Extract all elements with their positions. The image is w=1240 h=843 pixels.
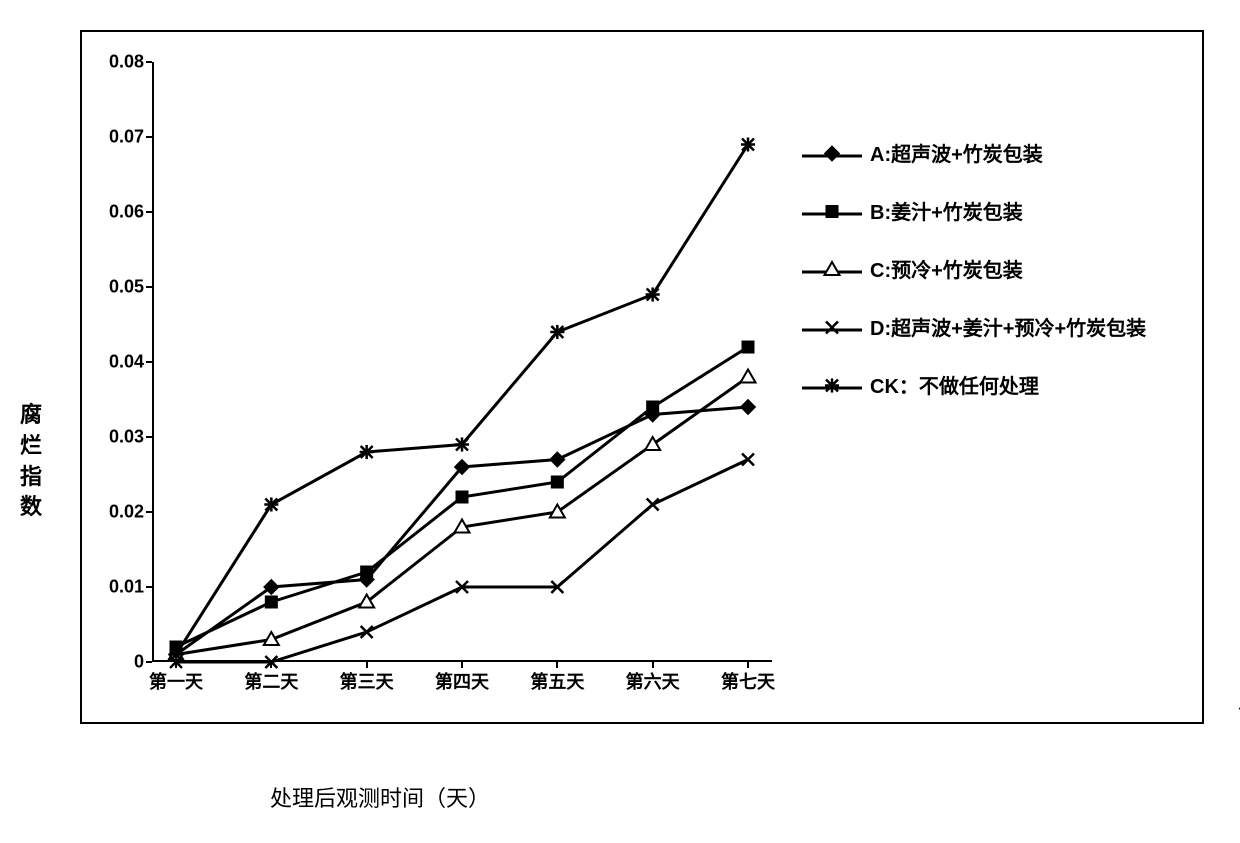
legend-label: C:预冷+竹炭包装 (870, 258, 1023, 284)
y-tick-label: 0.05 (109, 277, 144, 298)
y-tick-mark (146, 436, 152, 438)
y-tick-mark (146, 661, 152, 663)
x-tick-mark (652, 662, 654, 668)
y-tick-mark (146, 361, 152, 363)
x-tick-label: 第七天 (721, 668, 775, 694)
legend-swatch (802, 146, 862, 166)
x-tick-label: 第四天 (435, 668, 489, 694)
x-tick-mark (461, 662, 463, 668)
plot-area: 00.010.020.030.040.050.060.070.08第一天第二天第… (152, 62, 772, 662)
legend-label: D:超声波+姜汁+预冷+竹炭包装 (870, 316, 1146, 342)
y-axis-title: 腐烂指数 (20, 400, 42, 523)
legend-label: A:超声波+竹炭包装 (870, 142, 1043, 168)
y-tick-label: 0.06 (109, 202, 144, 223)
x-tick-mark (366, 662, 368, 668)
y-tick-label: 0 (134, 652, 144, 673)
y-tick-mark (146, 286, 152, 288)
legend: A:超声波+竹炭包装 B:姜汁+竹炭包装 C:预冷+竹炭包装 D:超声波+姜汁+预冷+… (802, 142, 1162, 432)
y-tick-label: 0.07 (109, 127, 144, 148)
y-tick-mark (146, 136, 152, 138)
legend-item-A: A:超声波+竹炭包装 (802, 142, 1162, 168)
x-axis-title: 处理后观测时间（天） (270, 781, 490, 813)
y-tick-label: 0.03 (109, 427, 144, 448)
y-tick-label: 0.01 (109, 577, 144, 598)
legend-label: B:姜汁+竹炭包装 (870, 200, 1023, 226)
y-tick-label: 0.02 (109, 502, 144, 523)
x-tick-label: 第六天 (626, 668, 680, 694)
legend-swatch (802, 320, 862, 340)
y-tick-label: 0.08 (109, 52, 144, 73)
chart-outer-border: 0 0.01 0.02 0.03 0.04 0.05 0.06 0.07 0.08 第一天 第二天 第… (80, 30, 1204, 724)
y-tick-label: 0.04 (109, 352, 144, 373)
y-tick-mark (146, 586, 152, 588)
legend-item-CK: CK：不做任何处理 (802, 374, 1162, 400)
legend-item-D: D:超声波+姜汁+预冷+竹炭包装 (802, 316, 1162, 342)
x-tick-label: 第五天 (530, 668, 584, 694)
x-tick-label: 第二天 (244, 668, 298, 694)
x-tick-label: 第一天 (149, 668, 203, 694)
x-tick-mark (270, 662, 272, 668)
chart-container: 0 0.01 0.02 0.03 0.04 0.05 0.06 0.07 0.08 第一天 第二天 第… (20, 20, 1240, 823)
y-tick-mark (146, 211, 152, 213)
legend-item-B: B:姜汁+竹炭包装 (802, 200, 1162, 226)
legend-item-C: C:预冷+竹炭包装 (802, 258, 1162, 284)
x-tick-mark (556, 662, 558, 668)
x-tick-label: 第三天 (340, 668, 394, 694)
y-tick-mark (146, 61, 152, 63)
y-tick-mark (146, 511, 152, 513)
x-tick-mark (747, 662, 749, 668)
legend-label: CK：不做任何处理 (870, 374, 1039, 400)
chart-lines (152, 62, 772, 662)
legend-swatch (802, 204, 862, 224)
legend-swatch (802, 378, 862, 398)
series-line-D (176, 460, 748, 663)
x-tick-mark (175, 662, 177, 668)
series-line-C (176, 377, 748, 655)
legend-swatch (802, 262, 862, 282)
